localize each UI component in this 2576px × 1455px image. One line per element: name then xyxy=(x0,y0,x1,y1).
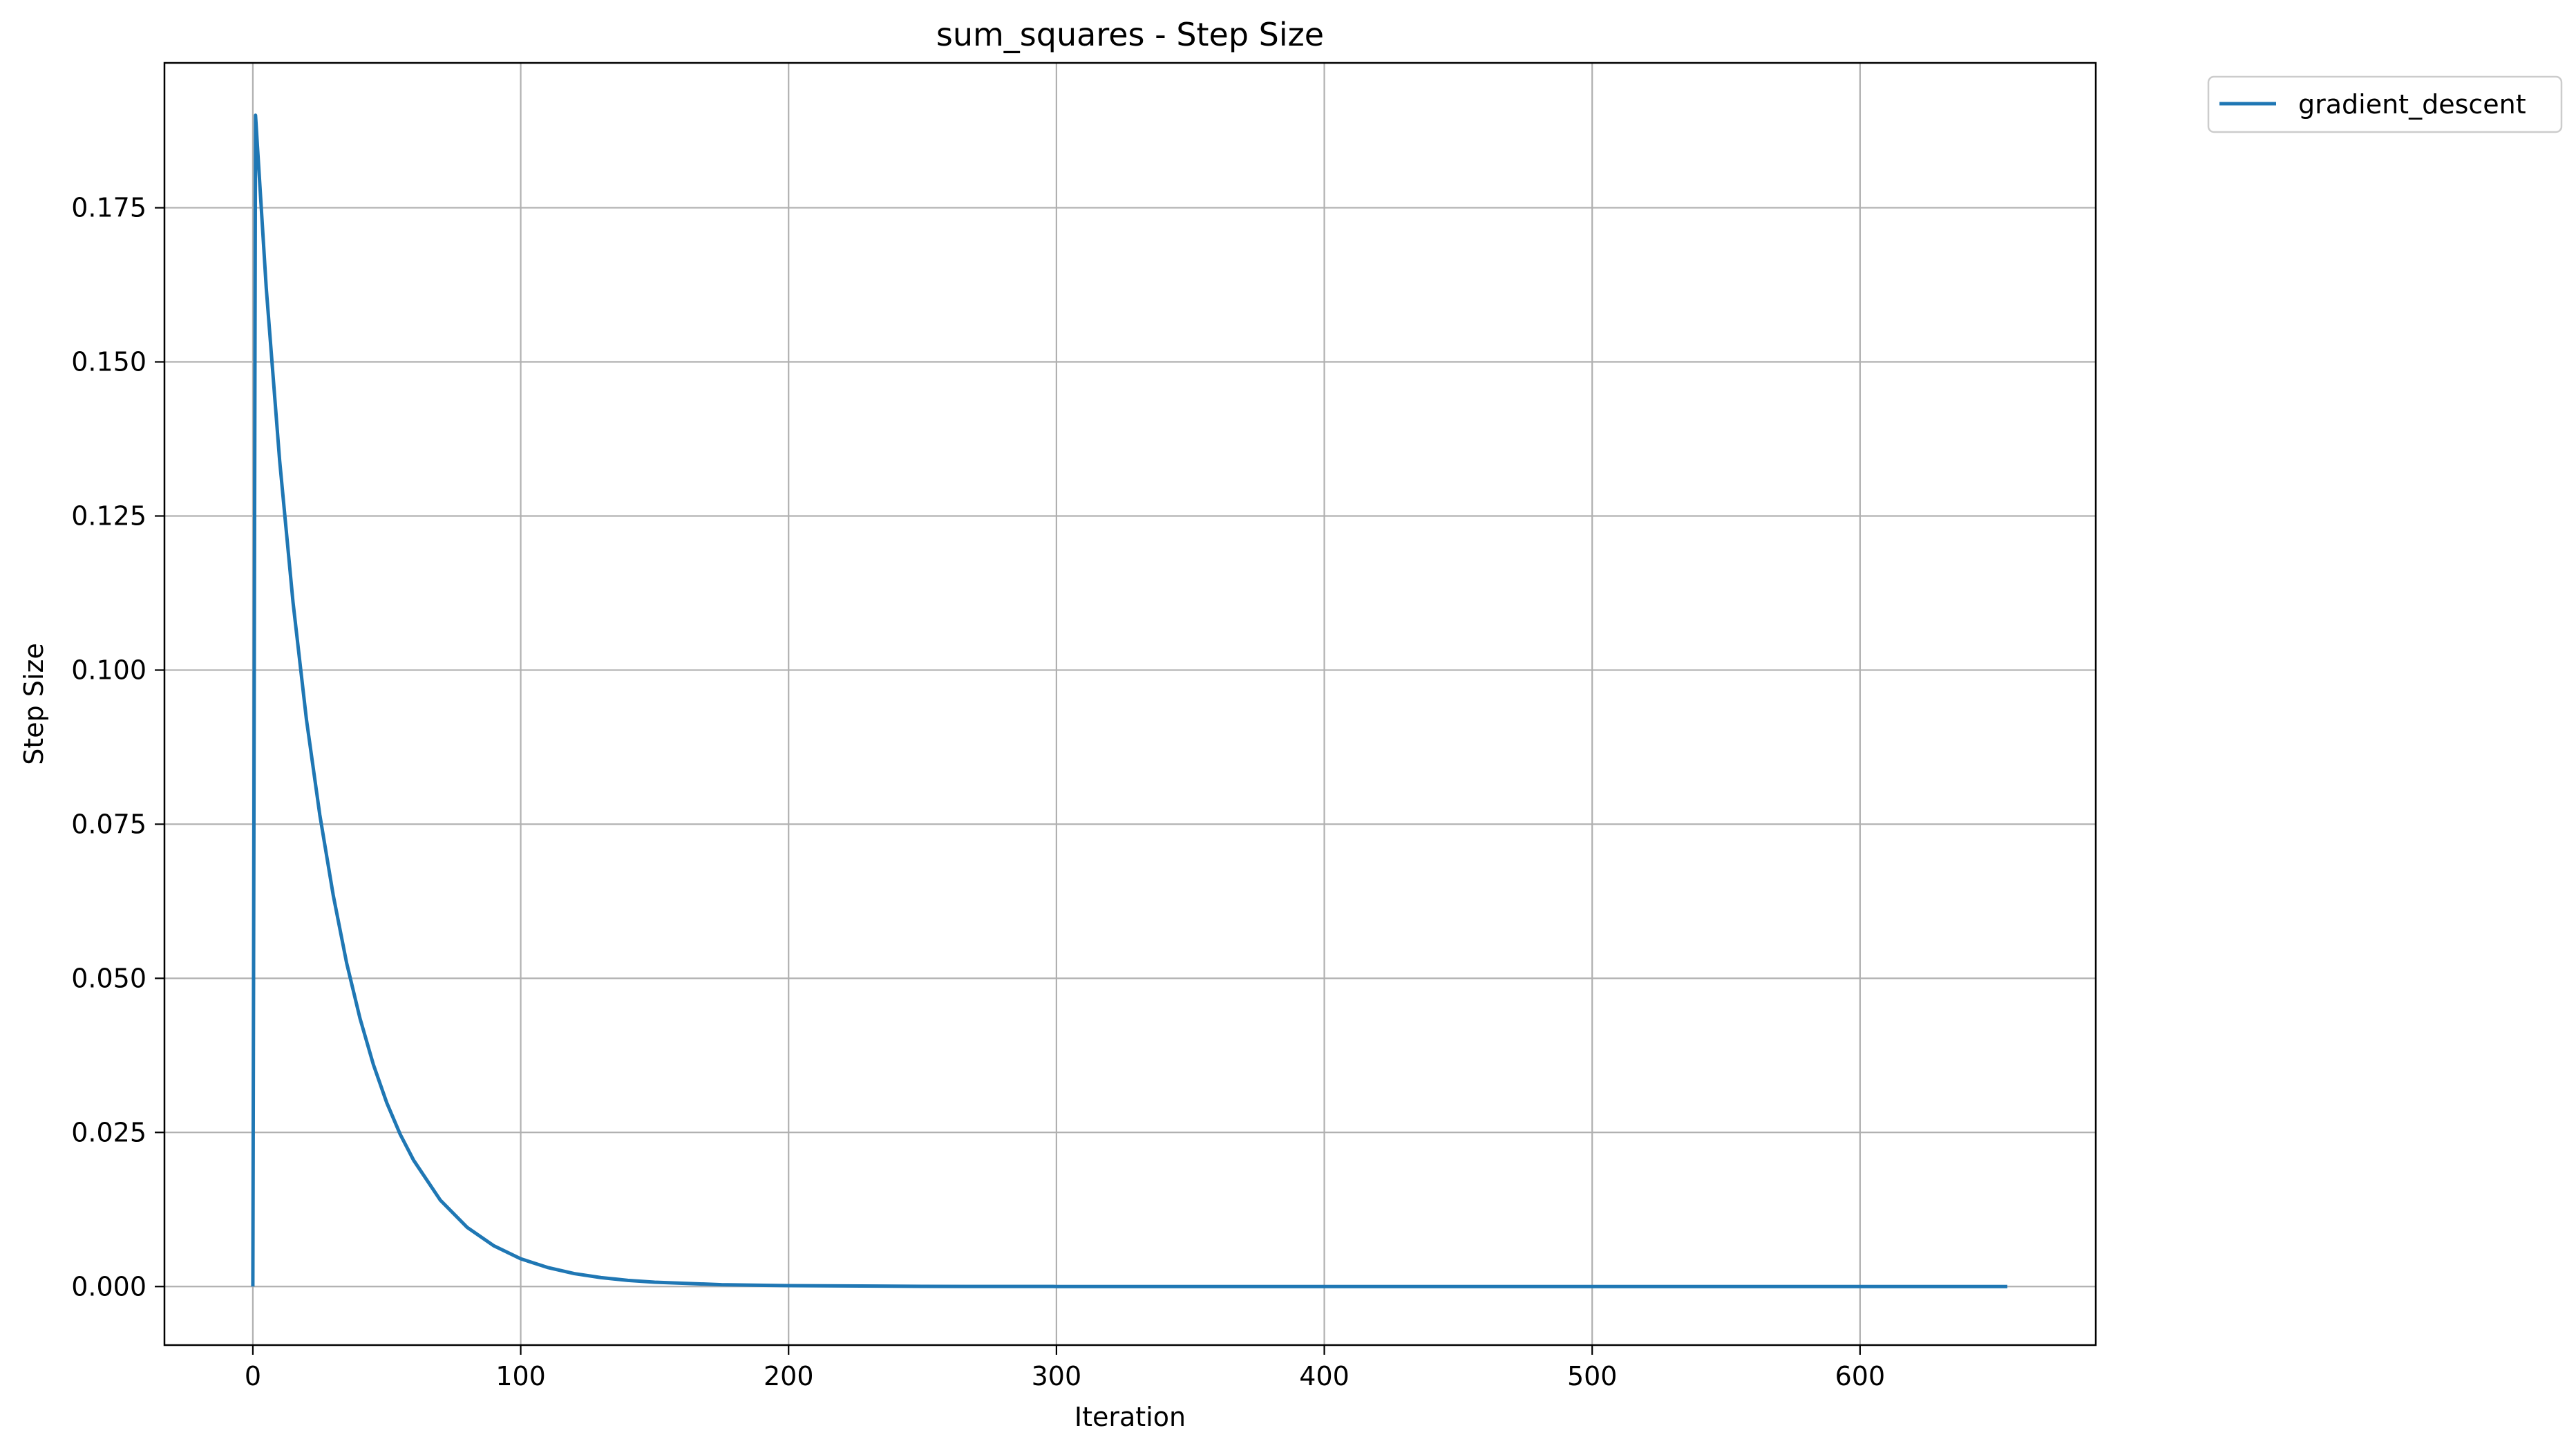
y-tick-label-3: 0.075 xyxy=(71,809,146,839)
series-layer xyxy=(251,113,2008,1288)
y-axis-ticks: 0.000 0.025 0.050 0.075 0.100 0.125 0.150 0.175 xyxy=(71,193,164,1302)
y-tick-label-7: 0.175 xyxy=(71,193,146,223)
legend-label-gradient-descent: gradient_descent xyxy=(2298,89,2526,120)
y-axis-label: Step Size xyxy=(19,643,49,765)
x-tick-label-2: 200 xyxy=(764,1361,814,1391)
y-tick-label-4: 0.100 xyxy=(71,655,146,685)
plot-area-frame xyxy=(163,62,2097,1346)
x-tick-label-1: 100 xyxy=(495,1361,546,1391)
x-axis-ticks: 0 100 200 300 400 500 600 xyxy=(245,1345,1885,1391)
x-tick-label-3: 300 xyxy=(1032,1361,1082,1391)
y-tick-label-2: 0.050 xyxy=(71,963,146,993)
y-tick-label-0: 0.000 xyxy=(71,1271,146,1302)
legend-box xyxy=(2207,75,2563,133)
grid-lines xyxy=(164,63,2096,1345)
y-tick-label-5: 0.125 xyxy=(71,500,146,531)
x-tick-label-4: 400 xyxy=(1299,1361,1349,1391)
x-axis-label: Iteration xyxy=(1074,1402,1186,1432)
x-tick-label-0: 0 xyxy=(245,1361,261,1391)
y-tick-label-1: 0.025 xyxy=(71,1117,146,1147)
x-tick-label-6: 600 xyxy=(1835,1361,1886,1391)
y-tick-label-6: 0.150 xyxy=(71,347,146,377)
series-line-gradient-descent xyxy=(251,113,2008,1288)
chart-title: sum_squares - Step Size xyxy=(936,16,1324,53)
x-tick-label-5: 500 xyxy=(1567,1361,1618,1391)
legend: gradient_descent xyxy=(2207,75,2563,133)
